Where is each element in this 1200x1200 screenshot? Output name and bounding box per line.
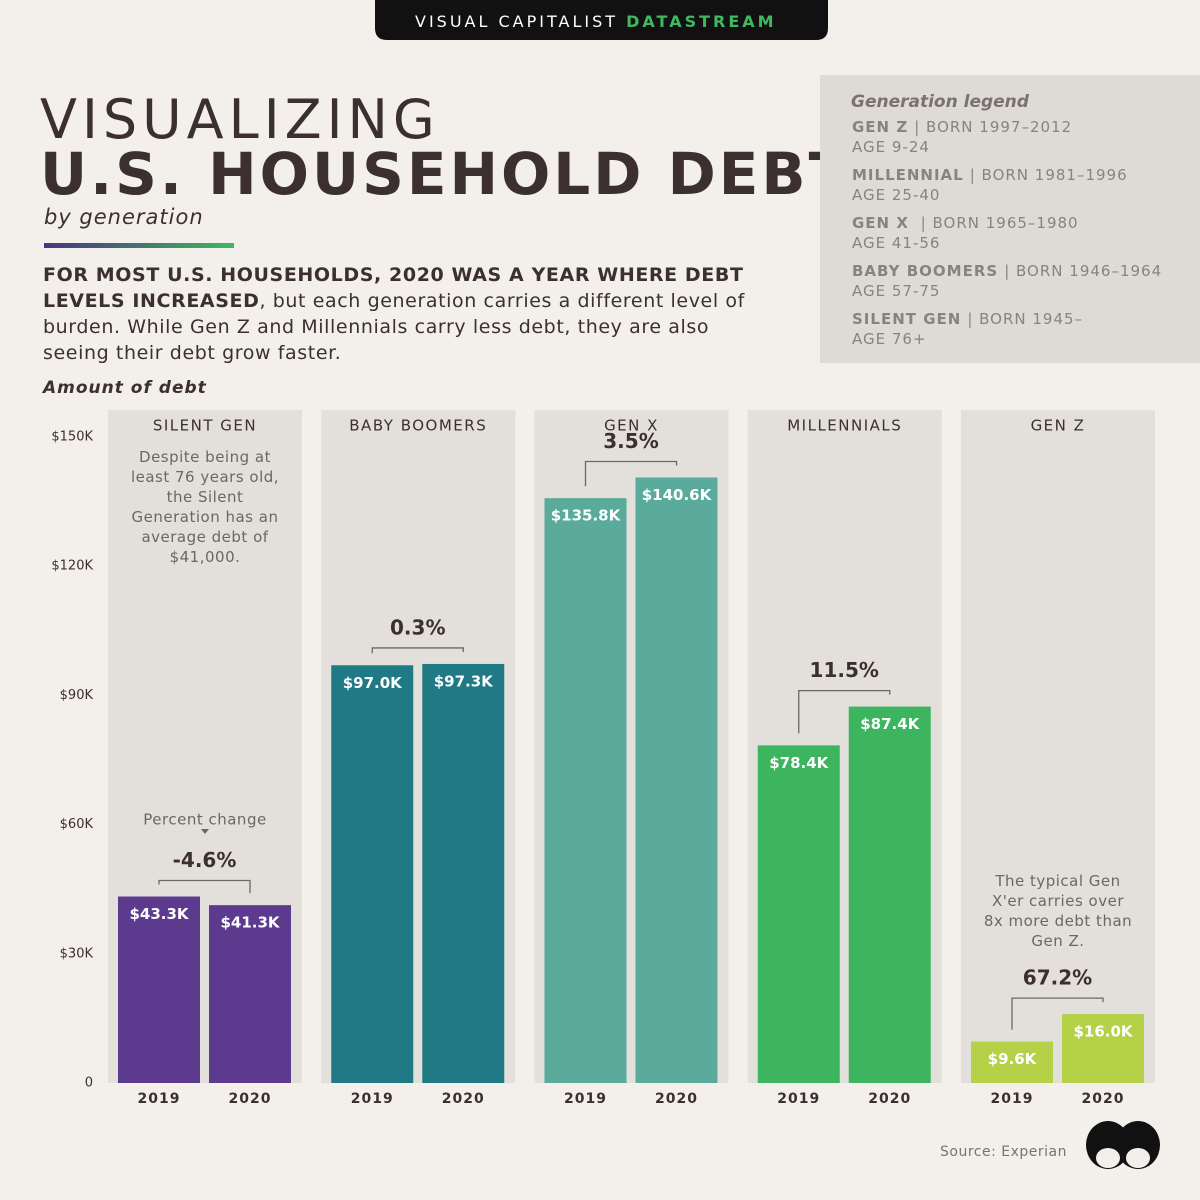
legend-age: AGE 9-24 xyxy=(852,138,930,156)
year-label: 2020 xyxy=(1082,1091,1125,1107)
y-tick-label: $60K xyxy=(60,817,94,832)
legend-line: GEN Z | BORN 1997–2012 xyxy=(852,117,1072,137)
legend-age: AGE 25-40 xyxy=(852,186,941,204)
value-label: $16.0K xyxy=(1073,1023,1133,1041)
bar xyxy=(118,896,200,1083)
value-label: $140.6K xyxy=(642,486,713,504)
bar xyxy=(971,1041,1053,1083)
year-label: 2020 xyxy=(655,1091,698,1107)
value-label: $87.4K xyxy=(860,715,920,733)
logo xyxy=(1086,1121,1160,1169)
group-label: SILENT GEN xyxy=(153,417,257,435)
y-tick-label: $30K xyxy=(60,946,94,961)
panel xyxy=(961,410,1155,1083)
y-tick-label: $90K xyxy=(60,688,94,703)
y-tick-label: 0 xyxy=(85,1076,93,1091)
legend-entry: BABY BOOMERS | BORN 1946–1964 AGE 57-75 xyxy=(852,261,1162,301)
value-label: $9.6K xyxy=(988,1050,1038,1068)
value-label: $41.3K xyxy=(220,914,280,932)
legend-line: MILLENNIAL | BORN 1981–1996 xyxy=(852,165,1128,185)
legend-name: MILLENNIAL xyxy=(852,166,964,184)
legend-entry: GEN X | BORN 1965–1980 AGE 41-56 xyxy=(852,213,1079,253)
bar xyxy=(757,745,840,1083)
legend: Generation legend GEN Z | BORN 1997–2012 A… xyxy=(820,75,1200,363)
legend-name: BABY BOOMERS xyxy=(852,262,999,280)
brand-name: VISUAL CAPITALIST xyxy=(415,12,618,31)
brand-accent: DATASTREAM xyxy=(626,12,776,31)
change-bracket xyxy=(1011,997,1104,1030)
legend-age: AGE 76+ xyxy=(852,330,927,348)
legend-born: | BORN 1981–1996 xyxy=(969,166,1128,184)
intro-bold: FOR MOST U.S. HOUSEHOLDS, 2020 WAS A YEA… xyxy=(43,264,744,312)
bar xyxy=(635,477,718,1083)
bar xyxy=(422,663,505,1083)
legend-age: AGE 41-56 xyxy=(852,234,941,252)
value-label: $97.3K xyxy=(434,672,494,690)
value-label: $97.0K xyxy=(343,674,403,692)
legend-age: AGE 57-75 xyxy=(852,282,941,300)
y-tick-label: $120K xyxy=(51,559,93,574)
y-tick-label: $150K xyxy=(51,430,93,445)
change-bracket xyxy=(371,647,464,654)
group-label: BABY BOOMERS xyxy=(349,417,487,435)
legend-name: GEN Z xyxy=(852,118,909,136)
value-label: $135.8K xyxy=(551,507,622,525)
brand: VISUAL CAPITALIST DATASTREAM xyxy=(415,12,777,31)
bar xyxy=(331,665,414,1083)
change-label: 0.3% xyxy=(390,615,445,639)
change-label: 3.5% xyxy=(603,429,658,453)
change-note-arrow xyxy=(201,829,209,834)
note: The typical Gen X'er carries over 8x mor… xyxy=(983,872,1133,950)
value-label: $43.3K xyxy=(129,905,189,923)
legend-born: | BORN 1965–1980 xyxy=(914,214,1079,232)
title-rule xyxy=(44,243,234,248)
legend-line: GEN X | BORN 1965–1980 xyxy=(852,213,1079,233)
title-line-1: VISUALIZING xyxy=(40,88,440,151)
bar xyxy=(848,706,931,1083)
group-label: GEN Z xyxy=(1031,417,1086,435)
value-label: $78.4K xyxy=(769,754,829,772)
legend-name: SILENT GEN xyxy=(852,310,962,328)
group-label: GEN X xyxy=(604,417,659,435)
intro-text: , but each generation carries a differen… xyxy=(43,290,745,364)
bar xyxy=(1062,1014,1144,1083)
legend-born: | BORN 1946–1964 xyxy=(1004,262,1163,280)
change-label: 11.5% xyxy=(810,658,879,682)
change-label: 67.2% xyxy=(1023,966,1092,990)
year-label: 2019 xyxy=(138,1091,181,1107)
year-label: 2019 xyxy=(991,1091,1034,1107)
year-label: 2020 xyxy=(868,1091,911,1107)
change-label: -4.6% xyxy=(173,848,237,872)
source: Source: Experian xyxy=(940,1144,1067,1160)
legend-title: Generation legend xyxy=(851,92,1029,112)
legend-entry: SILENT GEN | BORN 1945– AGE 76+ xyxy=(852,309,1083,349)
year-label: 2019 xyxy=(351,1091,394,1107)
y-axis-label: Amount of debt xyxy=(43,378,207,398)
note: Despite being at least 76 years old, the… xyxy=(130,448,280,566)
header-tab xyxy=(375,0,828,40)
change-bracket xyxy=(584,460,678,487)
legend-born: | BORN 1997–2012 xyxy=(914,118,1073,136)
intro: FOR MOST U.S. HOUSEHOLDS, 2020 WAS A YEA… xyxy=(43,262,763,366)
legend-entry: GEN Z | BORN 1997–2012 AGE 9-24 xyxy=(852,117,1072,157)
subtitle: by generation xyxy=(44,205,204,229)
legend-line: BABY BOOMERS | BORN 1946–1964 xyxy=(852,261,1162,281)
change-bracket xyxy=(158,879,251,894)
legend-born: | BORN 1945– xyxy=(967,310,1084,328)
bar xyxy=(544,498,627,1083)
legend-entry: MILLENNIAL | BORN 1981–1996 AGE 25-40 xyxy=(852,165,1128,205)
year-label: 2019 xyxy=(777,1091,820,1107)
year-label: 2020 xyxy=(442,1091,485,1107)
legend-name: GEN X xyxy=(852,214,909,232)
change-bracket xyxy=(798,689,891,734)
legend-line: SILENT GEN | BORN 1945– xyxy=(852,309,1083,329)
group-label: MILLENNIALS xyxy=(787,417,902,435)
year-label: 2019 xyxy=(564,1091,607,1107)
bar xyxy=(209,905,291,1083)
year-label: 2020 xyxy=(229,1091,272,1107)
change-note: Percent change xyxy=(143,811,266,829)
title-line-2: U.S. HOUSEHOLD DEBT xyxy=(40,140,852,208)
